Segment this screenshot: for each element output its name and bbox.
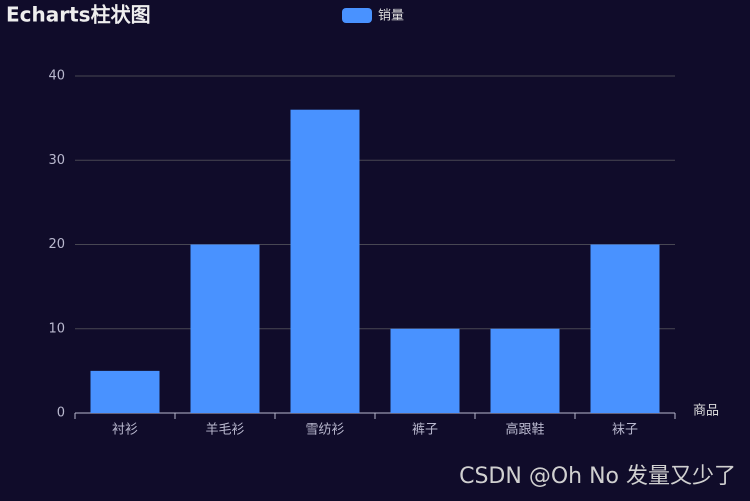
legend-swatch [342,8,372,23]
y-tick-label: 30 [48,153,65,168]
x-tick-label: 衬衫 [112,423,138,438]
bar [190,244,260,413]
x-tick-label: 高跟鞋 [505,422,544,438]
x-tick-label: 雪纺衫 [305,423,344,438]
x-tick-label: 羊毛衫 [205,422,244,438]
legend-label: 销量 [378,9,404,24]
bar [90,370,160,413]
x-tick-label: 裤子 [412,423,438,438]
bar [490,328,560,413]
y-tick-label: 0 [57,406,65,421]
x-tick-label: 袜子 [612,423,638,438]
y-tick-label: 20 [48,237,65,252]
bar [590,244,660,413]
chart-title: Echarts柱状图 [6,3,151,27]
watermark: CSDN @Oh No 发量又少了 [459,464,736,489]
y-tick-label: 40 [48,69,65,84]
x-axis-title: 商品 [693,404,719,419]
bar [390,328,460,413]
bar [290,109,360,413]
y-tick-label: 10 [48,321,65,336]
